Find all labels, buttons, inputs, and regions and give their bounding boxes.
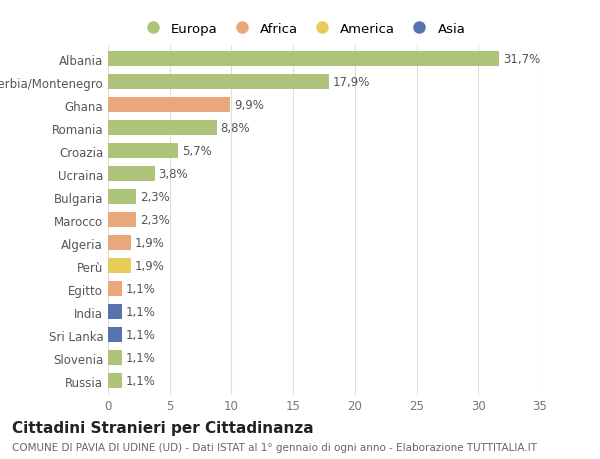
Text: 1,1%: 1,1% <box>125 283 155 296</box>
Text: 1,9%: 1,9% <box>135 237 165 250</box>
Bar <box>108 236 131 251</box>
Text: 2,3%: 2,3% <box>140 191 170 204</box>
Bar <box>108 282 122 297</box>
Text: 1,1%: 1,1% <box>125 306 155 319</box>
Text: 8,8%: 8,8% <box>220 122 250 135</box>
Bar <box>108 305 122 319</box>
Text: 3,8%: 3,8% <box>158 168 188 181</box>
Bar <box>108 121 217 136</box>
Text: 1,9%: 1,9% <box>135 260 165 273</box>
Text: 2,3%: 2,3% <box>140 214 170 227</box>
Text: 5,7%: 5,7% <box>182 145 212 158</box>
Bar <box>108 259 131 274</box>
Text: 31,7%: 31,7% <box>503 53 540 66</box>
Bar <box>108 351 122 365</box>
Bar <box>108 75 329 90</box>
Text: 1,1%: 1,1% <box>125 329 155 341</box>
Bar <box>108 190 136 205</box>
Text: 9,9%: 9,9% <box>234 99 264 112</box>
Bar <box>108 328 122 342</box>
Text: 1,1%: 1,1% <box>125 352 155 364</box>
Bar <box>108 374 122 388</box>
Bar <box>108 167 155 182</box>
Bar <box>108 98 230 113</box>
Legend: Europa, Africa, America, Asia: Europa, Africa, America, Asia <box>139 23 466 36</box>
Bar <box>108 144 178 159</box>
Text: Cittadini Stranieri per Cittadinanza: Cittadini Stranieri per Cittadinanza <box>12 420 314 435</box>
Bar <box>108 52 499 67</box>
Text: COMUNE DI PAVIA DI UDINE (UD) - Dati ISTAT al 1° gennaio di ogni anno - Elaboraz: COMUNE DI PAVIA DI UDINE (UD) - Dati IST… <box>12 442 537 452</box>
Text: 1,1%: 1,1% <box>125 375 155 387</box>
Text: 17,9%: 17,9% <box>332 76 370 89</box>
Bar <box>108 213 136 228</box>
